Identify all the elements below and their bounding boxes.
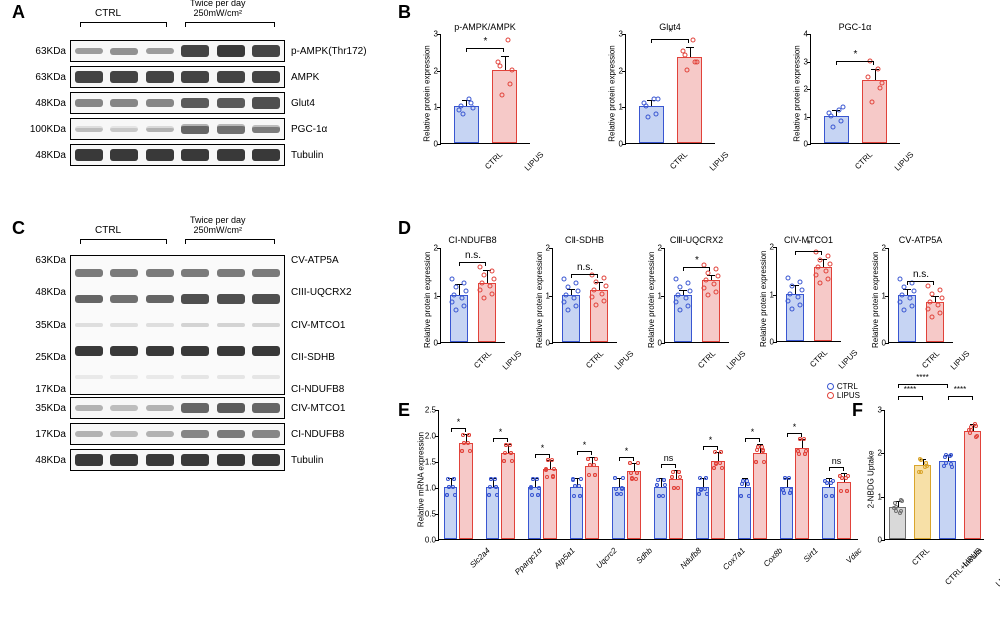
panel-label-e: E [398,400,410,421]
panel-label-d: D [398,218,411,239]
panel-a-westernblot: CTRL Twice per day 250mW/cm²63KDap-AMPK(… [20,8,380,168]
panelA-treat-label: Twice per day 250mW/cm² [190,0,246,18]
panel-f-nbdg-barchart: 01232-NBDG UptakeCTRLCTRL+InsulinLIPUSLI… [860,410,990,620]
panel-e-mrna-barchart: 0.00.51.01.52.02.5Relative mRNA expressi… [410,410,840,610]
panelA-ctrl-label: CTRL [95,8,121,19]
panel-c-westernblot: CTRL Twice per day 250mW/cm²63KDa48KDa35… [20,225,380,473]
panel-label-b: B [398,2,411,23]
